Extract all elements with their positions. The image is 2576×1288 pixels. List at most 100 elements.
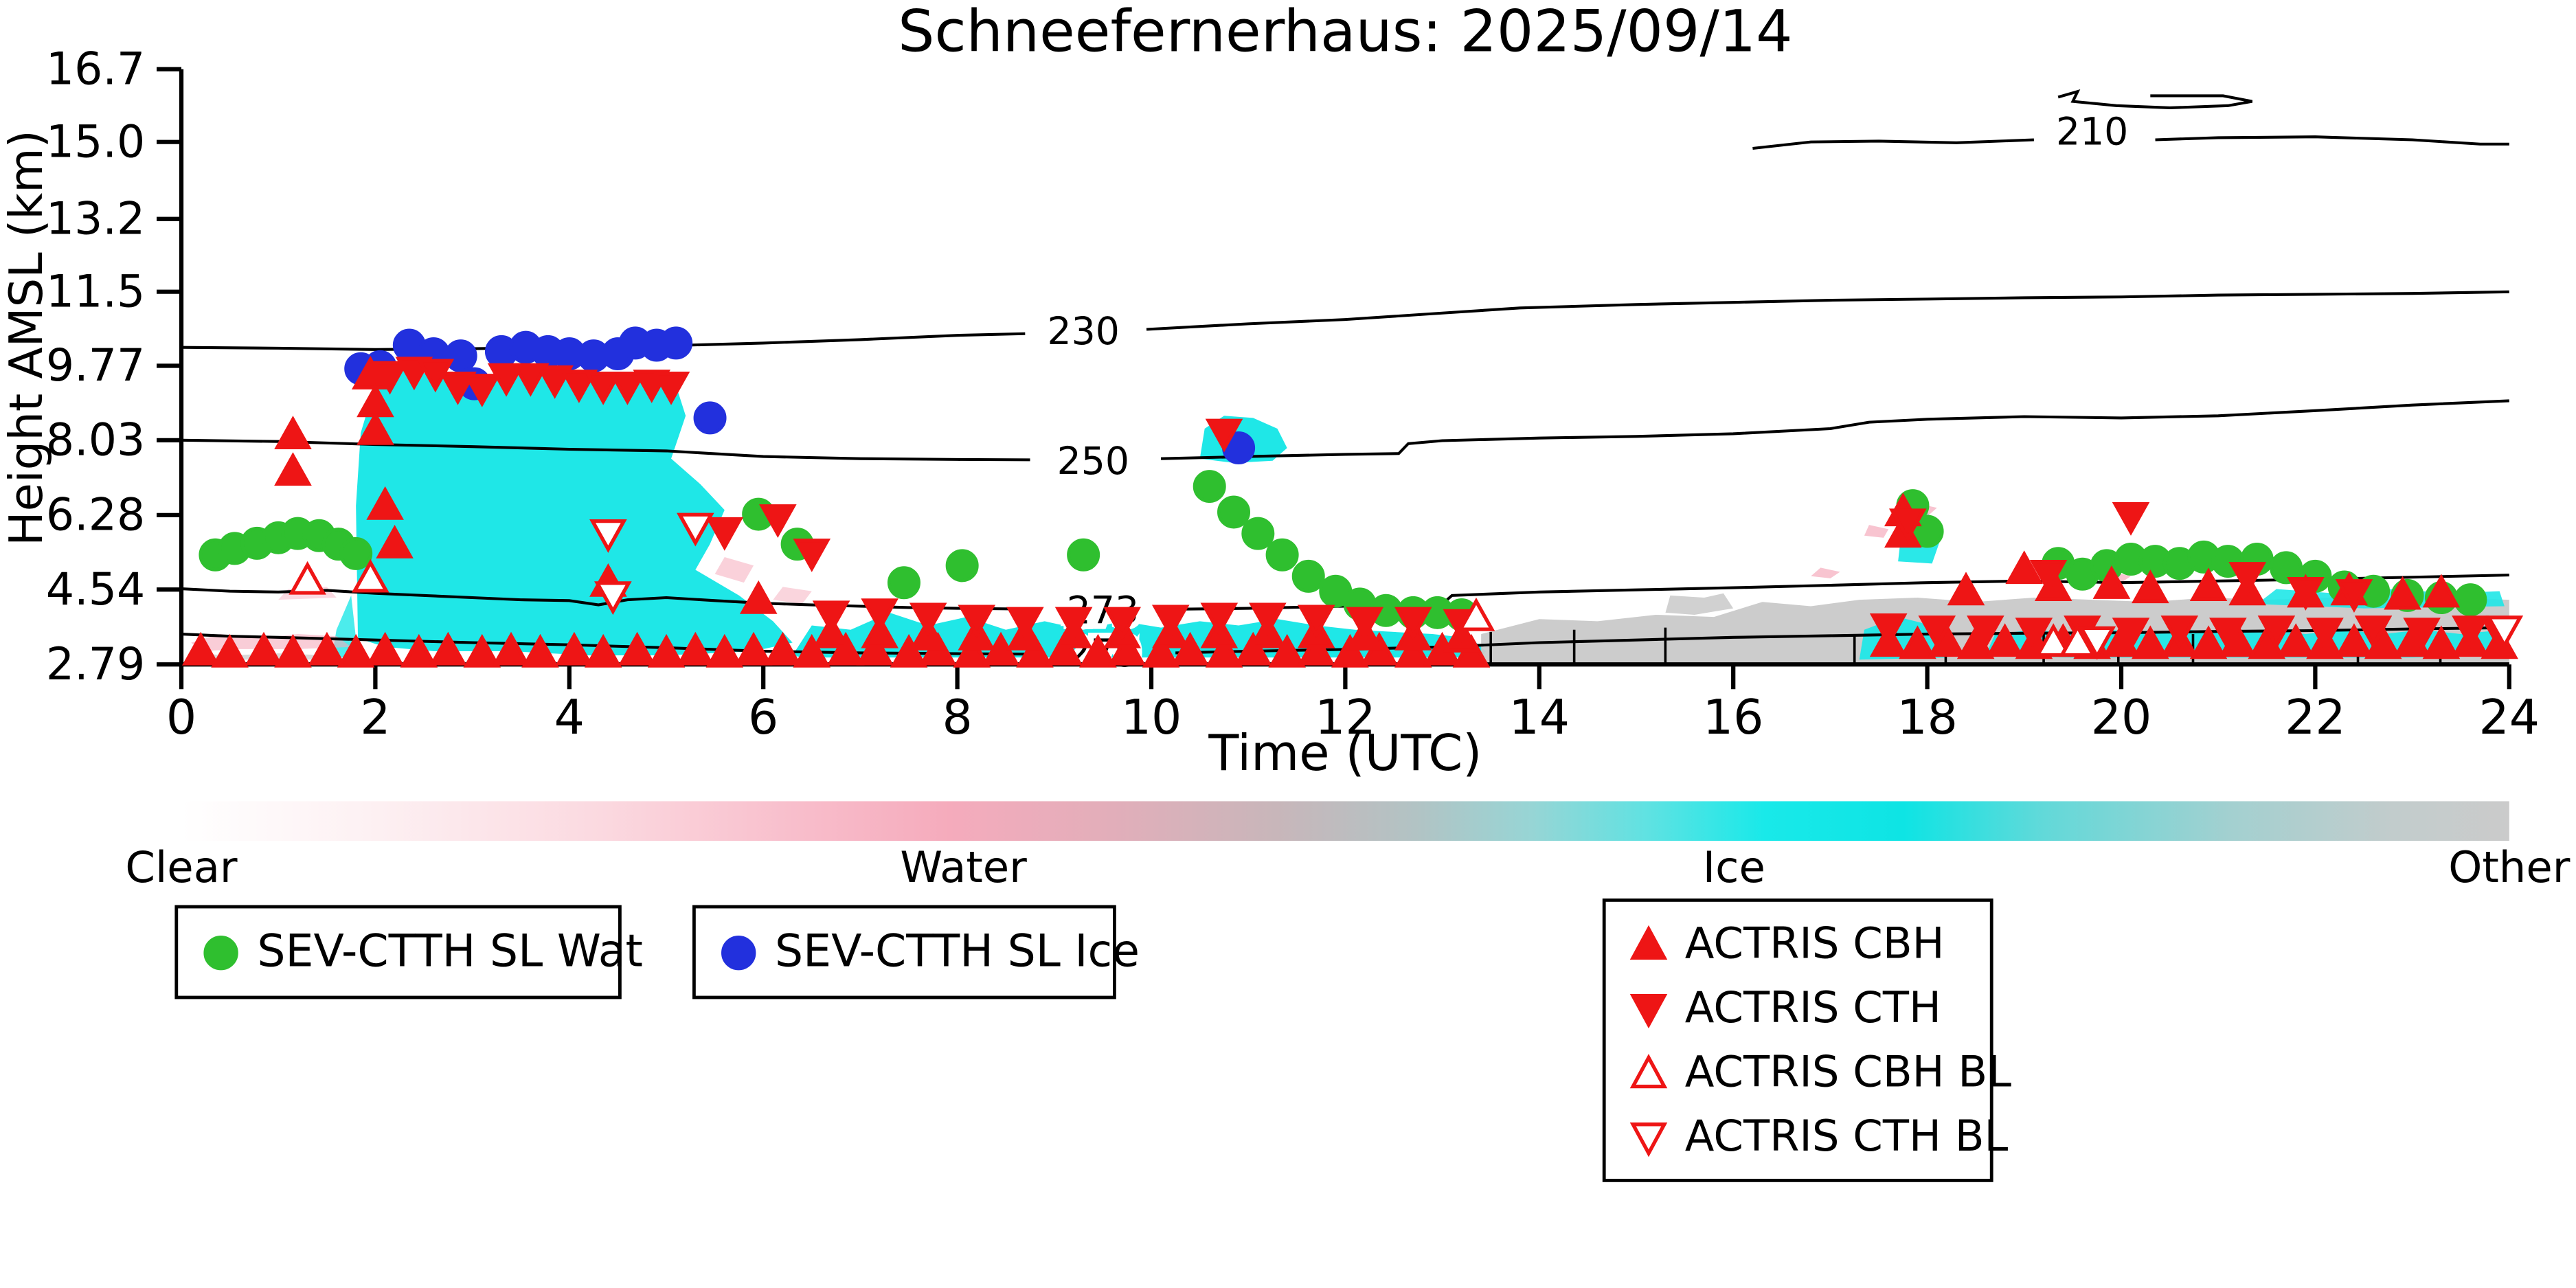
x-tick-label: 0 — [166, 690, 196, 745]
actris-cbh-point — [274, 452, 312, 486]
red-open-triangle-up-icon — [1629, 1052, 1669, 1092]
y-tick-label: 4.54 — [46, 564, 145, 615]
actris-cbh-point — [2422, 625, 2461, 659]
contour-line-273 — [181, 587, 1040, 611]
actris-cth-point — [2160, 615, 2199, 650]
actris-cbh-point — [492, 631, 530, 666]
series-sev-ctth-sl-wat — [199, 470, 2487, 631]
actris-cbh-point — [1268, 633, 1306, 668]
contour-label-250: 250 — [1057, 440, 1129, 484]
actris-cbh-point — [400, 633, 438, 668]
actris-cbh-point — [1079, 633, 1117, 668]
actris-cth-point — [759, 504, 797, 539]
actris-cth-point — [793, 539, 831, 572]
actris-cbh-point — [1947, 572, 1985, 606]
legend-marker — [1629, 1052, 1668, 1088]
actris-cbh-point — [1899, 625, 1936, 659]
actris-cbh-point — [463, 633, 501, 668]
y-tick-label: 2.79 — [46, 639, 145, 690]
x-tick-label: 12 — [1315, 690, 1376, 745]
sev-ctth-sl-wat-point — [1067, 538, 1100, 572]
y-tick-label: 13.2 — [46, 193, 145, 245]
actris-cbh-point — [1331, 633, 1369, 668]
actris-cbh-point — [1234, 631, 1272, 666]
y-tick-label: 9.77 — [46, 340, 145, 392]
series-actris-cbh-bl — [289, 558, 2097, 657]
classification-colorbar — [181, 801, 2509, 841]
y-tick-label: 6.28 — [46, 489, 145, 541]
actris-cbh-point — [2005, 550, 2044, 585]
temperature-contours: 210230250273279 — [181, 89, 2509, 682]
actris-cbh-point — [1394, 633, 1432, 668]
actris-cbh-point — [2189, 625, 2228, 659]
actris-cth-point — [560, 370, 598, 403]
actris-cbh-point — [705, 633, 744, 668]
contour-line-210 — [2155, 135, 2509, 146]
actris-cth-point — [1151, 605, 1190, 639]
sev-ctth-sl-wat-point — [945, 549, 979, 583]
colorbar-label-water: Water — [900, 844, 1027, 894]
y-axis-label: Height AMSL (km) — [0, 130, 54, 546]
contour-line-210 — [2057, 89, 2253, 110]
actris-cbh-point — [1171, 631, 1209, 666]
actris-cth-point — [2209, 618, 2247, 652]
class-region-ice — [356, 368, 793, 656]
legend-item-actris-cth-bl: ACTRIS CTH BL — [1629, 1112, 2008, 1162]
colorbar-label-other: Other — [2448, 844, 2571, 894]
legend-label-actris-cbh-bl: ACTRIS CBH BL — [1684, 1048, 2011, 1098]
actris-cth-point — [909, 602, 947, 637]
circle-glyph — [721, 934, 756, 970]
class-region-water — [714, 556, 754, 583]
actris-cth-point — [2228, 562, 2266, 596]
actris-cth-point — [1297, 605, 1335, 639]
actris-cth-point — [584, 371, 622, 405]
green-circle-icon — [201, 932, 241, 972]
actris-cbh-point — [366, 486, 404, 520]
sev-ctth-sl-ice-point — [693, 401, 727, 435]
actris-cth-bl-point — [589, 519, 627, 553]
actris-cbh-point — [2422, 574, 2461, 608]
actris-cbh-point — [308, 631, 346, 666]
legend-item-sev-ice: SEV-CTTH SL Ice — [719, 927, 1140, 978]
actris-cbh-point — [274, 633, 312, 668]
actris-cbh-point — [366, 631, 404, 666]
actris-cth-point — [861, 598, 899, 633]
actris-cth-bl-point — [2078, 626, 2116, 660]
triangle-up-open-glyph — [1629, 1052, 1668, 1088]
actris-cth-point — [1054, 607, 1093, 641]
actris-cbh-point — [376, 525, 414, 558]
actris-cbh-point — [337, 633, 375, 668]
sev-ctth-sl-ice-point — [444, 339, 477, 373]
actris-cth-point — [1006, 607, 1044, 641]
actris-cth-bl-point — [594, 581, 632, 615]
x-tick-label: 16 — [1703, 690, 1764, 745]
legend-box-sev-ice: SEV-CTTH SL Ice — [692, 905, 1140, 999]
actris-cth-point — [2287, 577, 2325, 611]
y-tick-label: 8.03 — [46, 414, 145, 466]
actris-cbh-point — [739, 580, 778, 614]
sev-ctth-sl-wat-point — [1291, 559, 1325, 593]
sev-ctth-sl-wat-point — [2270, 551, 2303, 585]
actris-cth-point — [705, 517, 744, 551]
actris-cbh-point — [734, 631, 773, 666]
red-triangle-up-icon — [1629, 924, 1669, 964]
actris-cth-point — [1394, 607, 1432, 641]
actris-cbh-bl-point — [1457, 597, 1495, 631]
actris-cbh-point — [890, 633, 928, 668]
contour-line-210 — [1752, 138, 2034, 150]
actris-cth-point — [2452, 615, 2489, 650]
contour-line-250 — [181, 438, 1030, 462]
class-region-water — [1811, 567, 1840, 578]
x-tick-label: 14 — [1509, 690, 1570, 745]
actris-cth-point — [2029, 560, 2068, 594]
triangle-up-glyph — [1629, 924, 1668, 959]
series-actris-cth — [371, 357, 2518, 652]
legend-item-actris-cth: ACTRIS CTH — [1629, 984, 1967, 1033]
legend-box-sev-wat: SEV-CTTH SL Wat — [174, 905, 643, 999]
legend-marker — [1629, 1121, 1668, 1157]
actris-cbh-point — [618, 631, 656, 666]
x-tick-label: 10 — [1121, 690, 1182, 745]
x-tick-label: 2 — [360, 690, 390, 745]
actris-cbh-point — [826, 631, 865, 666]
